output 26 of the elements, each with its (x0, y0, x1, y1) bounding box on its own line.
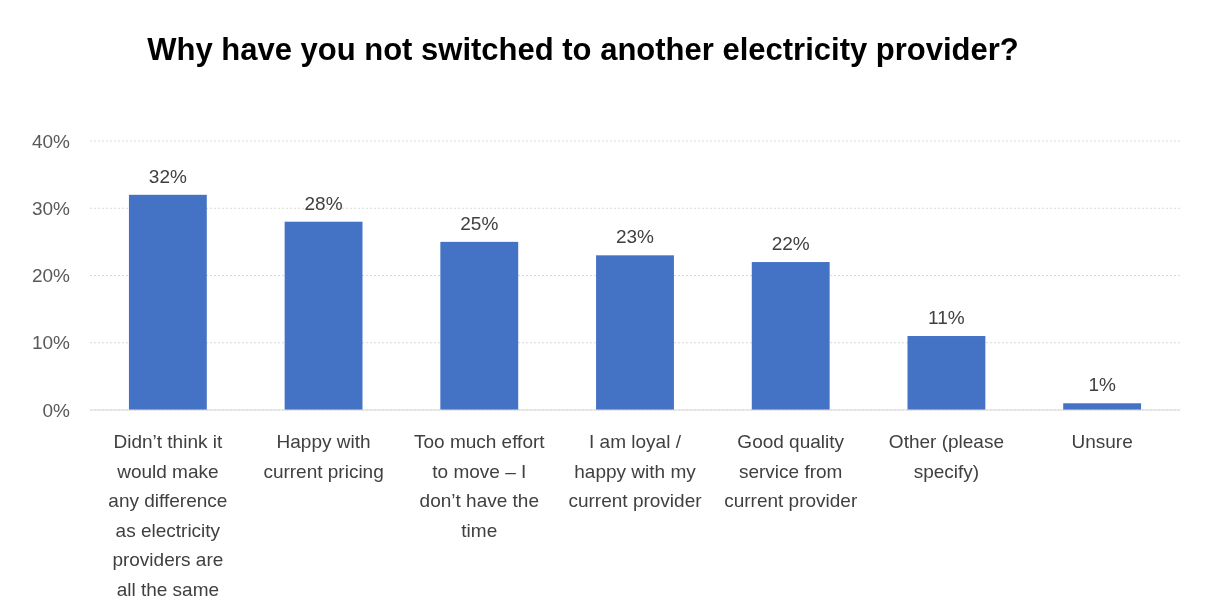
y-tick-label: 20% (31, 265, 71, 287)
bar (440, 241, 519, 410)
x-tick-label: Didn’t think it would make any difference as electricity providers are all the same (108, 431, 228, 600)
y-tick-label: 0% (42, 399, 71, 421)
y-tick-label: 10% (31, 332, 71, 354)
data-label: 22% (771, 233, 810, 255)
data-label: 32% (148, 165, 187, 187)
bar (284, 221, 363, 410)
data-label: 25% (460, 212, 499, 234)
x-tick-label: Good quality service from current provider (724, 431, 858, 511)
x-tick-label: Unsure (1071, 431, 1133, 452)
bar (128, 194, 207, 410)
x-tick-label: Other (please specify) (888, 431, 1004, 482)
x-tick-label: Too much effort to move – I don’t have the time (413, 431, 546, 541)
bar (907, 336, 986, 410)
x-tick-label: Happy with current pricing (263, 431, 384, 482)
bar (596, 255, 674, 410)
data-label: 28% (304, 192, 343, 214)
data-label: 11% (928, 307, 965, 329)
data-label: 23% (615, 226, 655, 248)
bar (751, 262, 830, 410)
y-tick-label: 40% (31, 130, 71, 152)
data-label: 1% (1088, 374, 1116, 396)
chart-title: Why have you not switched to another electricity provider? (147, 32, 1019, 67)
y-tick-label: 30% (31, 197, 71, 219)
x-tick-label: I am loyal / happy with my current provider (568, 431, 703, 511)
